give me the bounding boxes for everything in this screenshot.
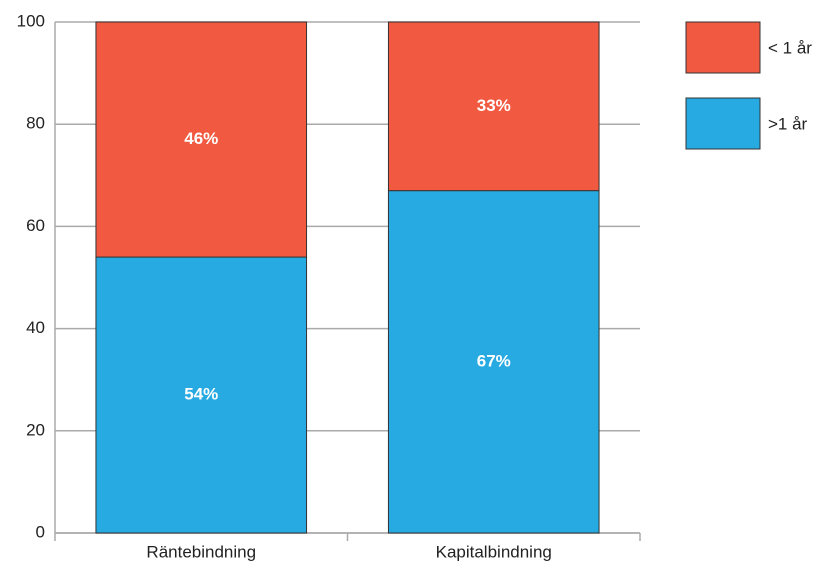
y-tick-label: 80 — [26, 114, 45, 133]
legend-label: < 1 år — [768, 38, 812, 57]
bar-segment — [387, 190, 600, 534]
y-tick-label: 100 — [17, 11, 45, 30]
y-tick-label: 0 — [36, 522, 45, 541]
value-label: 33% — [477, 96, 511, 115]
value-label: 54% — [184, 385, 218, 404]
x-tick-label: Räntebindning — [146, 542, 256, 561]
bar-segment — [95, 21, 308, 258]
legend-label: >1 år — [768, 114, 808, 133]
bar-segment — [95, 256, 308, 534]
y-tick-label: 60 — [26, 216, 45, 235]
x-tick-label: Kapitalbindning — [436, 542, 552, 561]
y-tick-label: 40 — [26, 318, 45, 337]
y-tick-label: 20 — [26, 420, 45, 439]
value-label: 67% — [477, 351, 511, 370]
bar-segment — [387, 21, 600, 192]
legend-swatch — [685, 97, 761, 150]
legend-swatch — [685, 21, 761, 74]
value-label: 46% — [184, 129, 218, 148]
